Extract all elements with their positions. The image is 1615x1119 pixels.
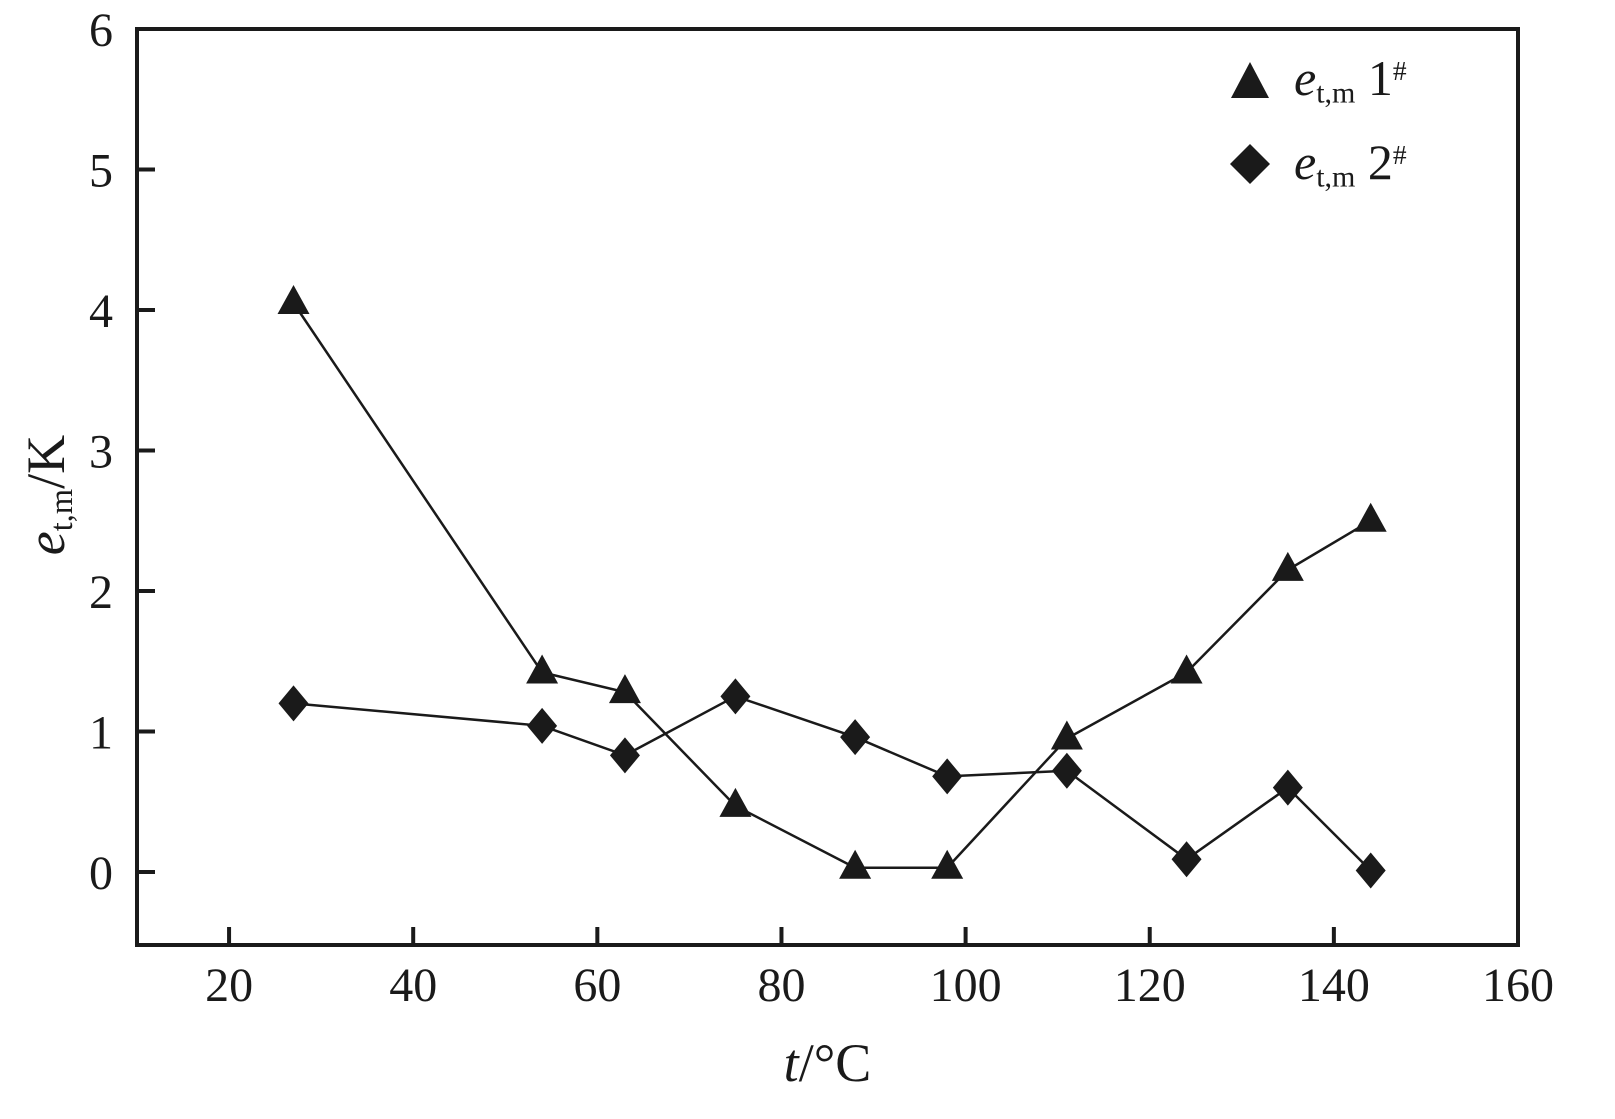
diamond-data-marker: [840, 719, 871, 756]
diamond-data-marker: [527, 707, 558, 744]
diamond-data-marker: [1171, 841, 1202, 878]
triangle-data-marker: [839, 849, 872, 879]
diamond-data-marker: [1272, 769, 1303, 806]
y-tick-label: 1: [89, 706, 113, 759]
y-tick-label: 5: [89, 144, 113, 197]
y-tick-label: 3: [89, 425, 113, 478]
series-line-2: [293, 694, 1372, 872]
triangle-marker-icon: [1231, 62, 1269, 98]
x-tick-label: 120: [1114, 959, 1186, 1012]
series-line-1: [292, 302, 1372, 869]
y-tick-label: 6: [89, 4, 113, 57]
x-tick-label: 160: [1482, 959, 1554, 1012]
triangle-data-marker: [931, 849, 964, 879]
y-tick-label: 4: [89, 285, 113, 338]
triangle-data-marker: [1271, 551, 1304, 581]
triangle-data-marker: [608, 674, 641, 704]
triangle-data-marker: [526, 654, 559, 684]
diamond-data-marker: [1355, 852, 1386, 889]
triangle-data-marker: [277, 284, 310, 314]
x-tick-label: 100: [930, 959, 1002, 1012]
y-tick-label: 2: [89, 566, 113, 619]
x-axis-label: t/°C: [137, 1032, 1518, 1094]
x-tick-label: 20: [205, 959, 253, 1012]
legend-label-series-1: et,m 1#: [1294, 50, 1407, 110]
triangle-data-marker: [1050, 720, 1083, 750]
triangle-data-marker: [1170, 654, 1203, 684]
x-tick-label: 140: [1298, 959, 1370, 1012]
legend-item-series-1: et,m 1#: [1228, 38, 1407, 122]
diamond-data-marker: [932, 758, 963, 795]
legend-item-series-2: et,m 2#: [1228, 122, 1407, 206]
y-tick-label: 0: [89, 847, 113, 900]
diamond-marker-icon: [1230, 144, 1270, 184]
x-axis-label-unit: /°C: [798, 1033, 872, 1093]
triangle-data-marker: [719, 787, 752, 817]
y-axis-label: et,m/K: [15, 265, 81, 725]
diamond-data-marker: [1051, 752, 1082, 789]
x-axis-label-symbol: t: [783, 1033, 799, 1093]
y-axis-label-unit: /K: [15, 434, 76, 489]
axes-frame: [135, 27, 1520, 947]
legend: et,m 1# et,m 2#: [1228, 38, 1407, 206]
triangle-data-marker: [1354, 502, 1387, 532]
y-axis-label-subscript: t,m: [44, 488, 81, 532]
legend-label-series-2: et,m 2#: [1294, 134, 1407, 194]
diamond-data-marker: [609, 737, 640, 774]
diamond-data-marker: [720, 678, 751, 715]
x-tick-label: 80: [757, 959, 805, 1012]
y-axis-label-symbol: e: [15, 531, 76, 556]
x-tick-label: 40: [389, 959, 437, 1012]
x-tick-label: 60: [573, 959, 621, 1012]
diamond-data-marker: [278, 685, 309, 722]
